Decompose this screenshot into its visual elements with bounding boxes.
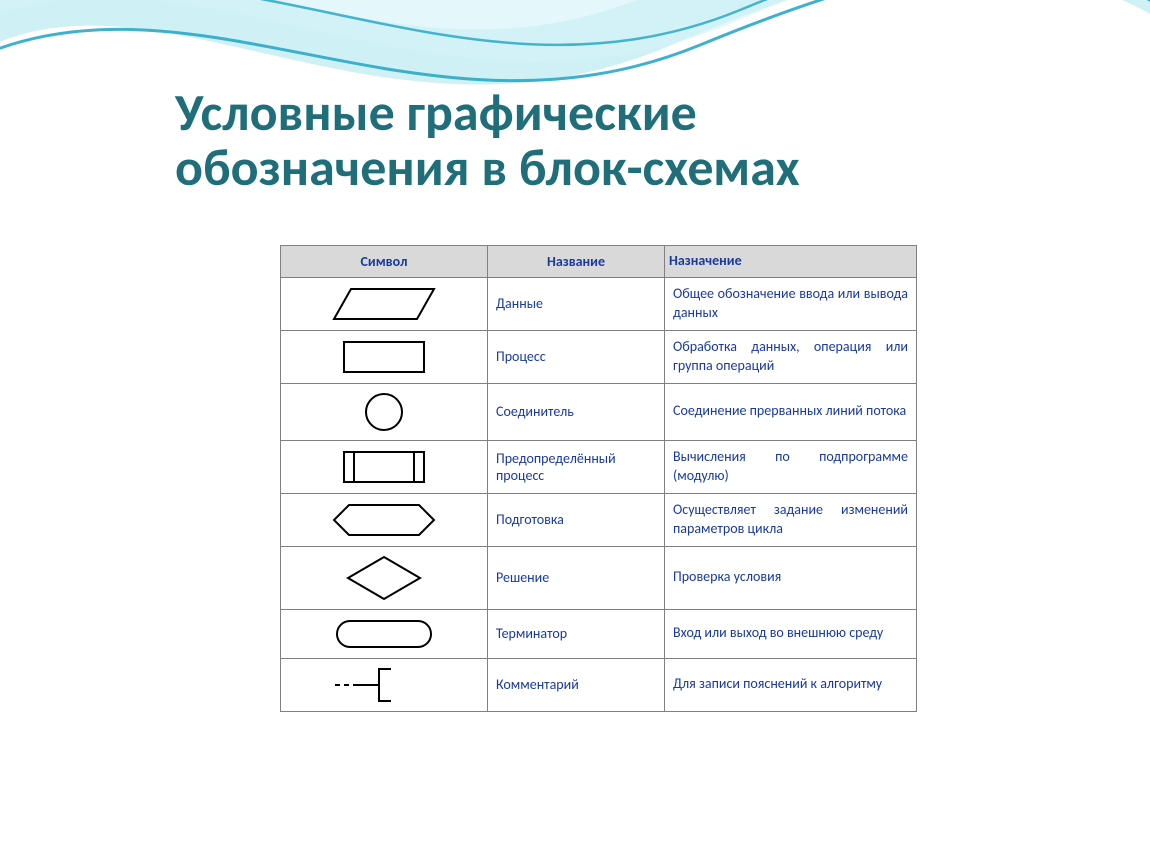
- cell-symbol: [281, 277, 488, 330]
- cell-name: Подготовка: [488, 493, 665, 546]
- table-row: ПроцессОбработка данных, операция или гр…: [281, 330, 917, 383]
- symbols-table: Символ Название Назначение ДанныеОбщее о…: [280, 245, 917, 712]
- cell-name: Процесс: [488, 330, 665, 383]
- cell-purpose: Проверка условия: [665, 546, 917, 609]
- cell-name: Предопределённый процесс: [488, 440, 665, 493]
- cell-symbol: [281, 440, 488, 493]
- table-row: ДанныеОбщее обозначение ввода или вывода…: [281, 277, 917, 330]
- table-row: ТерминаторВход или выход во внешнюю сред…: [281, 609, 917, 658]
- cell-purpose: Общее обозначение ввода или вывода данны…: [665, 277, 917, 330]
- table-header-row: Символ Название Назначение: [281, 246, 917, 278]
- slide-title: Условные графические обозначения в блок-…: [175, 85, 1005, 194]
- symbols-table-wrapper: Символ Название Назначение ДанныеОбщее о…: [280, 245, 917, 712]
- table-row: Предопределённый процессВычисления по по…: [281, 440, 917, 493]
- cell-name: Соединитель: [488, 383, 665, 440]
- cell-purpose: Для записи пояснений к алгоритму: [665, 658, 917, 711]
- cell-symbol: [281, 383, 488, 440]
- cell-purpose: Вычисления по подпрограмме (модулю): [665, 440, 917, 493]
- cell-symbol: [281, 658, 488, 711]
- cell-purpose: Обработка данных, операция или группа оп…: [665, 330, 917, 383]
- cell-purpose: Вход или выход во внешнюю среду: [665, 609, 917, 658]
- table-body: ДанныеОбщее обозначение ввода или вывода…: [281, 277, 917, 711]
- cell-purpose: Осуществляет задание изменений параметро…: [665, 493, 917, 546]
- title-line-2: обозначения в блок-схемах: [175, 135, 800, 199]
- th-purpose: Назначение: [665, 246, 917, 278]
- cell-name: Решение: [488, 546, 665, 609]
- slide: Условные графические обозначения в блок-…: [0, 0, 1150, 864]
- table-row: СоединительСоединение прерванных линий п…: [281, 383, 917, 440]
- th-name: Название: [488, 246, 665, 278]
- cell-symbol: [281, 546, 488, 609]
- cell-name: Комментарий: [488, 658, 665, 711]
- cell-name: Терминатор: [488, 609, 665, 658]
- cell-name: Данные: [488, 277, 665, 330]
- cell-symbol: [281, 330, 488, 383]
- th-symbol: Символ: [281, 246, 488, 278]
- table-row: КомментарийДля записи пояснений к алгори…: [281, 658, 917, 711]
- cell-symbol: [281, 609, 488, 658]
- table-row: РешениеПроверка условия: [281, 546, 917, 609]
- table-row: ПодготовкаОсуществляет задание изменений…: [281, 493, 917, 546]
- cell-purpose: Соединение прерванных линий потока: [665, 383, 917, 440]
- cell-symbol: [281, 493, 488, 546]
